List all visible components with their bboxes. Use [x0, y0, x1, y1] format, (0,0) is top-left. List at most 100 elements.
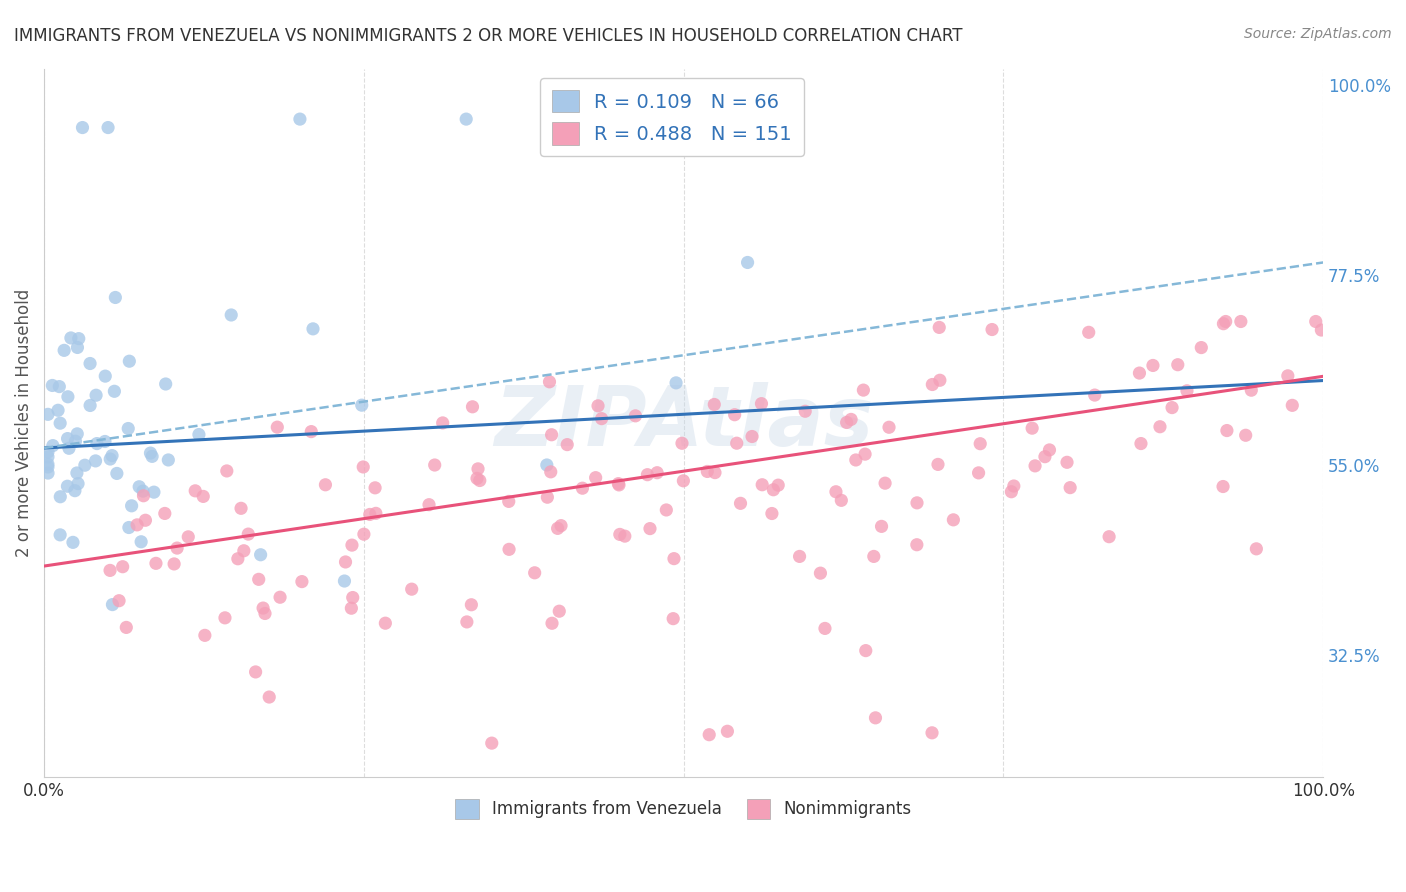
Point [249, 548, 271, 562]
Point [245, 665, 267, 679]
Point [184, 483, 207, 498]
Point [609, 527, 631, 541]
Point [142, 485, 165, 500]
Point [547, 521, 569, 535]
Point [1142, 359, 1164, 373]
Point [101, 598, 124, 612]
Point [830, 493, 852, 508]
Point [73, 458, 96, 473]
Point [115, 620, 138, 634]
Point [364, 507, 387, 521]
Point [104, 290, 127, 304]
Point [187, 427, 209, 442]
Point [1038, 442, 1060, 457]
Point [1024, 458, 1046, 473]
Point [1128, 366, 1150, 380]
Point [555, 437, 578, 451]
Point [108, 593, 131, 607]
Point [359, 508, 381, 522]
Point [105, 467, 128, 481]
Point [58, 442, 80, 456]
Point [672, 474, 695, 488]
Point [214, 611, 236, 625]
Point [1305, 314, 1327, 328]
Point [153, 507, 176, 521]
Point [374, 616, 396, 631]
Point [1149, 419, 1171, 434]
Point [789, 549, 811, 564]
Point [465, 471, 488, 485]
Point [56, 479, 79, 493]
Point [193, 490, 215, 504]
Point [121, 499, 143, 513]
Point [49, 528, 72, 542]
Point [541, 616, 564, 631]
Point [340, 538, 363, 552]
Text: Source: ZipAtlas.com: Source: ZipAtlas.com [1244, 27, 1392, 41]
Point [716, 724, 738, 739]
Point [540, 427, 562, 442]
Y-axis label: 2 or more Vehicles in Household: 2 or more Vehicles in Household [15, 289, 32, 557]
Text: IMMIGRANTS FROM VENEZUELA VS NONIMMIGRANTS 2 OR MORE VEHICLES IN HOUSEHOLD CORRE: IMMIGRANTS FROM VENEZUELA VS NONIMMIGRAN… [14, 27, 963, 45]
Point [704, 466, 727, 480]
Point [56, 432, 79, 446]
Point [1212, 317, 1234, 331]
Point [364, 481, 387, 495]
Point [352, 459, 374, 474]
Point [538, 375, 561, 389]
Point [401, 582, 423, 597]
Point [302, 322, 325, 336]
Point [703, 397, 725, 411]
Point [141, 450, 163, 464]
Point [839, 412, 862, 426]
Point [862, 549, 884, 564]
Point [1002, 479, 1025, 493]
Point [118, 520, 141, 534]
Point [288, 112, 311, 127]
Point [335, 555, 357, 569]
Point [53, 343, 76, 358]
Point [697, 728, 720, 742]
Point [79, 357, 101, 371]
Point [852, 383, 875, 397]
Point [101, 449, 124, 463]
Point [1234, 428, 1257, 442]
Point [103, 384, 125, 399]
Point [194, 628, 217, 642]
Point [269, 591, 291, 605]
Point [724, 408, 747, 422]
Point [117, 421, 139, 435]
Point [662, 551, 685, 566]
Point [1215, 314, 1237, 328]
Point [1310, 323, 1333, 337]
Point [134, 513, 156, 527]
Point [166, 541, 188, 555]
Point [111, 559, 134, 574]
Point [37, 457, 59, 471]
Point [1281, 398, 1303, 412]
Point [921, 726, 943, 740]
Point [1161, 401, 1184, 415]
Point [853, 447, 876, 461]
Point [468, 474, 491, 488]
Point [340, 601, 363, 615]
Point [536, 458, 558, 472]
Point [1167, 358, 1189, 372]
Point [766, 478, 789, 492]
Point [636, 467, 658, 482]
Point [253, 607, 276, 621]
Point [645, 466, 668, 480]
Point [157, 453, 180, 467]
Point [1059, 481, 1081, 495]
Point [1000, 484, 1022, 499]
Point [967, 466, 990, 480]
Point [127, 517, 149, 532]
Point [540, 465, 562, 479]
Point [571, 481, 593, 495]
Point [37, 408, 59, 422]
Point [928, 373, 950, 387]
Point [761, 507, 783, 521]
Point [215, 464, 238, 478]
Point [86, 436, 108, 450]
Point [46, 403, 69, 417]
